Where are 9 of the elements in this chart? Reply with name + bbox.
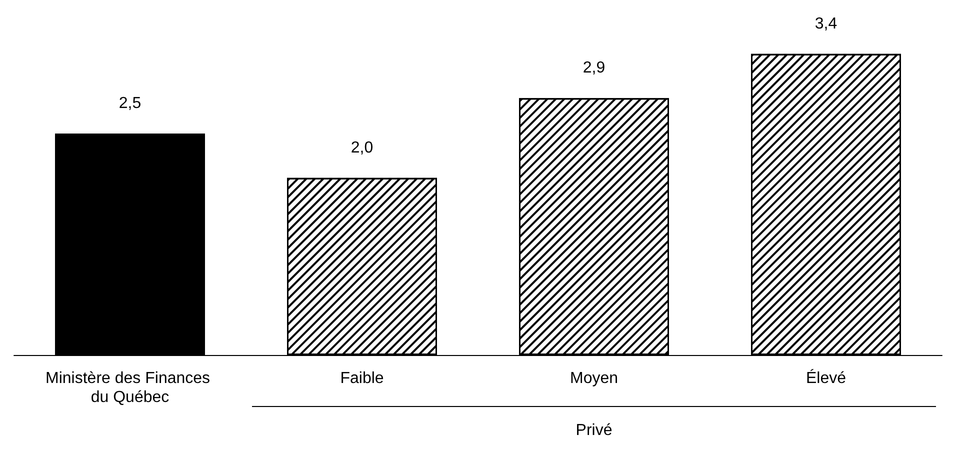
x-tick-label: Ministère des Finances du Québec [46,370,214,406]
data-label: 2,5 [118,95,142,112]
data-label: 2,9 [582,60,606,77]
data-label: 3,4 [814,15,838,32]
text: Privé [576,422,612,440]
x-tick-label: Élevé [806,369,846,387]
data-label: 2,0 [350,139,374,156]
x-tick-label: Moyen [570,370,618,387]
x-tick-label: Faible [340,370,384,387]
